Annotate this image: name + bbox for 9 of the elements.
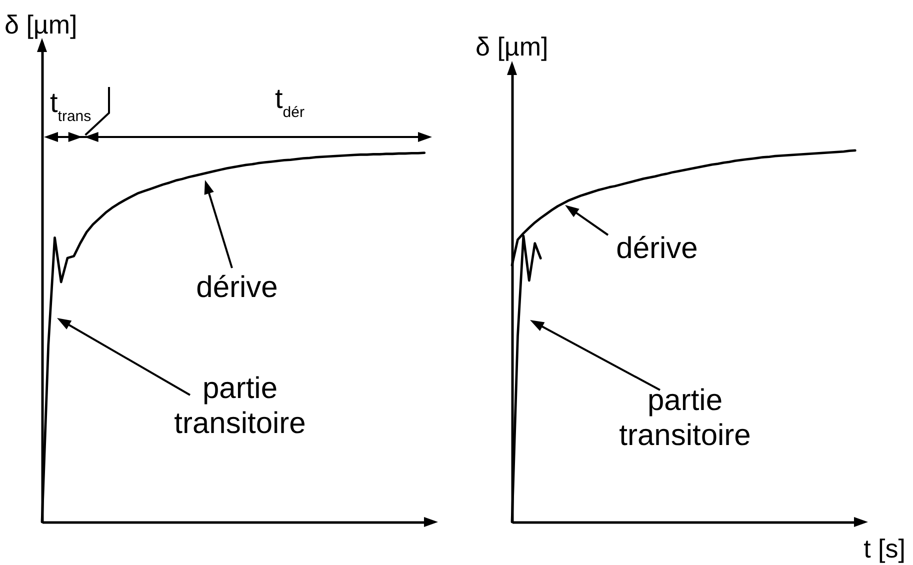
text: t$_{dér}$ <box>275 83 304 120</box>
annotation: partie transitoire <box>619 384 751 452</box>
y-axis-title: δ [µm] <box>476 32 548 62</box>
annotation: partie transitoire <box>174 372 306 440</box>
y-axis-title: δ [µm] <box>4 10 78 40</box>
x-axis-title: t [s] <box>864 534 906 564</box>
annotation: dérive <box>196 271 278 304</box>
text: t$_{trans}$ <box>50 87 92 124</box>
annotation: dérive <box>616 232 698 265</box>
